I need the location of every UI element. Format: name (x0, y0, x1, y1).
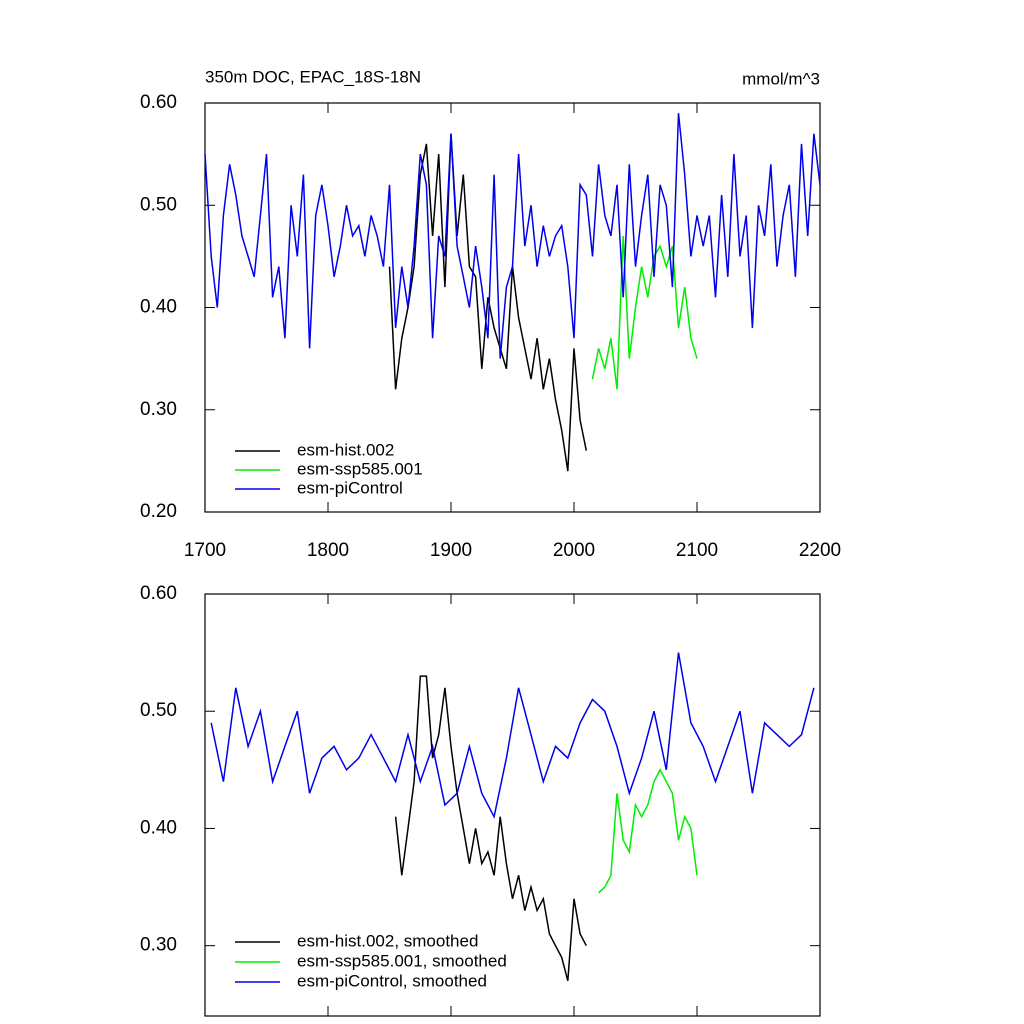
series-line (394, 675, 587, 981)
y-tick-label: 0.30 (140, 935, 177, 956)
y-tick-label: 0.60 (140, 583, 177, 604)
series-line (388, 133, 588, 472)
legend-label: esm-ssp585.001 (297, 459, 423, 478)
y-tick-label: 0.50 (140, 194, 177, 215)
x-tick-label: 1700 (184, 540, 226, 561)
y-tick-label: 0.60 (140, 92, 177, 113)
y-tick-label: 0.50 (140, 700, 177, 721)
x-tick-label: 2200 (799, 540, 841, 561)
series-line (598, 768, 698, 894)
legend-label: esm-ssp585.001, smoothed (297, 951, 507, 970)
y-tick-label: 0.40 (140, 817, 177, 838)
series-line (210, 652, 815, 819)
y-tick-label: 0.20 (140, 501, 177, 522)
legend-label: esm-hist.002 (297, 440, 394, 459)
chart-title: 350m DOC, EPAC_18S-18N (205, 67, 421, 86)
x-tick-label: 1900 (430, 540, 472, 561)
series-line (204, 113, 821, 359)
y-tick-label: 0.40 (140, 297, 177, 318)
legend-label: esm-hist.002, smoothed (297, 931, 478, 950)
units-label: mmol/m^3 (742, 69, 820, 88)
x-tick-label: 2000 (553, 540, 595, 561)
legend-label: esm-piControl (297, 478, 403, 497)
series-line (591, 235, 698, 390)
x-tick-label: 2100 (676, 540, 718, 561)
y-tick-label: 0.30 (140, 399, 177, 420)
plot-frame (204, 593, 821, 1017)
x-tick-label: 1800 (307, 540, 349, 561)
legend-label: esm-piControl, smoothed (297, 971, 487, 990)
